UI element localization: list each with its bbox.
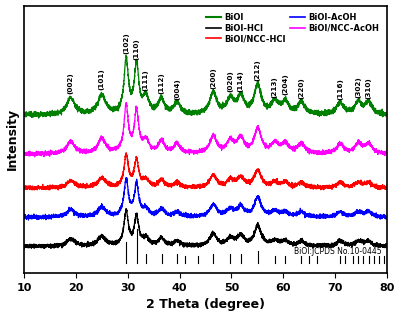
Text: (220): (220) xyxy=(298,77,304,99)
Text: (002): (002) xyxy=(68,72,74,94)
Text: (101): (101) xyxy=(99,68,105,90)
Text: (302): (302) xyxy=(355,76,361,98)
Text: BiOI:JCPDS No.10-0445: BiOI:JCPDS No.10-0445 xyxy=(294,247,382,256)
Text: (110): (110) xyxy=(134,38,140,60)
Text: (213): (213) xyxy=(272,76,278,98)
Text: (310): (310) xyxy=(366,78,372,99)
Text: (212): (212) xyxy=(255,59,261,81)
Text: (111): (111) xyxy=(143,69,149,91)
Text: (020): (020) xyxy=(227,70,233,92)
Text: (102): (102) xyxy=(123,32,129,54)
Text: (200): (200) xyxy=(210,68,216,89)
Y-axis label: Intensity: Intensity xyxy=(6,108,18,171)
X-axis label: 2 Theta (degree): 2 Theta (degree) xyxy=(146,298,265,311)
Text: (114): (114) xyxy=(238,70,244,92)
Text: (004): (004) xyxy=(174,78,180,100)
Legend: BiOI, BiOI-HCl, BiOI/NCC-HCl, BiOI-AcOH, BiOI/NCC-AcOH: BiOI, BiOI-HCl, BiOI/NCC-HCl, BiOI-AcOH,… xyxy=(203,10,382,47)
Text: (204): (204) xyxy=(282,73,288,95)
Text: (112): (112) xyxy=(158,72,164,94)
Text: (116): (116) xyxy=(337,78,343,100)
